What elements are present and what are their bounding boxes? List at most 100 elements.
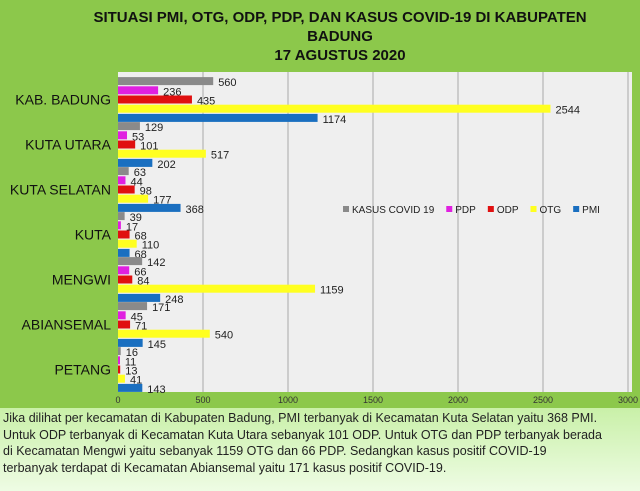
x-tick-label: 0 [115, 395, 120, 405]
data-label: 71 [135, 321, 147, 333]
x-tick-label: 2500 [533, 395, 553, 405]
bar-pmi [118, 158, 153, 167]
bar-kasus-covid-19 [118, 212, 125, 221]
data-label: 2544 [555, 105, 579, 117]
bar-otg [118, 239, 137, 248]
data-label: 236 [163, 86, 181, 98]
bar-otg [118, 149, 206, 158]
data-label: 1159 [320, 285, 344, 297]
data-label: 53 [132, 131, 144, 143]
data-label: 11 [125, 356, 136, 368]
x-tick-label: 500 [195, 395, 210, 405]
data-label: 177 [153, 195, 171, 207]
bar-otg [118, 284, 316, 293]
bar-odp [118, 365, 121, 374]
data-label: 16 [126, 347, 138, 359]
data-label: 68 [135, 231, 147, 243]
data-label: 540 [215, 330, 233, 342]
legend-swatch [487, 206, 494, 212]
bar-pmi [118, 293, 161, 302]
caption-line: Untuk ODP terbanyak di Kecamatan Kuta Ut… [3, 427, 602, 442]
bar-chart: 0 500 1000 1500 2000 2500 3000 KAB. BADUNG 560 23… [10, 72, 638, 405]
category-label: KUTA [75, 227, 112, 243]
chart-title: SITUASI PMI, OTG, ODP, PDP, DAN KASUS CO… [60, 8, 620, 65]
bar-odp [118, 230, 130, 239]
legend-swatch [446, 206, 453, 212]
category-label: KAB. BADUNG [15, 92, 111, 108]
bar-odp [118, 140, 136, 149]
category-label: MENGWI [52, 272, 111, 288]
bar-odp [118, 185, 135, 194]
bar-pdp [118, 311, 126, 320]
subtitle-text: 17 AGUSTUS 2020 [274, 47, 406, 64]
legend-swatch [530, 206, 537, 212]
data-label: 84 [137, 276, 149, 288]
category-label: ABIANSEMAL [22, 317, 112, 333]
data-label: 248 [165, 294, 183, 306]
bar-kasus-covid-19 [118, 167, 129, 176]
x-tick-label: 1500 [363, 395, 383, 405]
bar-pdp [118, 221, 121, 230]
data-label: 435 [197, 96, 215, 108]
data-label: 171 [152, 302, 170, 314]
bar-odp [118, 275, 133, 284]
bar-pmi [118, 113, 318, 122]
bar-otg [118, 194, 149, 203]
bar-odp [118, 320, 131, 329]
data-label: 98 [140, 186, 152, 198]
data-label: 129 [145, 122, 163, 134]
bar-pmi [118, 338, 143, 347]
bar-kasus-covid-19 [118, 77, 214, 86]
data-label: 66 [134, 266, 146, 278]
bar-pdp [118, 356, 120, 365]
bar-otg [118, 329, 210, 338]
legend-label: ODP [497, 205, 519, 216]
data-label: 110 [142, 240, 160, 252]
bar-otg [118, 104, 551, 113]
bar-kasus-covid-19 [118, 122, 140, 131]
x-tick-label: 1000 [278, 395, 298, 405]
legend-label: PDP [455, 205, 476, 216]
bar-odp [118, 95, 192, 104]
data-label: 101 [140, 141, 158, 153]
caption-line: di Kecamatan Mengwi yaitu sebanyak 1159 … [3, 444, 547, 458]
data-label: 145 [148, 339, 166, 351]
data-label: 17 [126, 221, 138, 233]
bar-otg [118, 374, 125, 383]
plot-area [118, 72, 632, 392]
data-label: 560 [218, 77, 236, 89]
x-tick-label: 3000 [618, 395, 638, 405]
category-label: KUTA SELATAN [10, 182, 111, 198]
data-label: 142 [147, 257, 165, 269]
data-label: 13 [125, 366, 137, 378]
x-tick-label: 2000 [448, 395, 468, 405]
category-label: PETANG [54, 362, 111, 378]
data-label: 63 [134, 167, 146, 179]
caption: Jika dilihat per kecamatan di Kabupaten … [0, 408, 640, 491]
data-label: 41 [130, 375, 142, 387]
bar-kasus-covid-19 [118, 302, 148, 311]
bar-pdp [118, 86, 159, 95]
legend-swatch [573, 206, 580, 212]
data-label: 1174 [323, 114, 347, 126]
data-label: 517 [211, 150, 229, 162]
legend-swatch [343, 206, 349, 212]
bar-pmi [118, 248, 130, 257]
category-label: KUTA UTARA [25, 137, 111, 153]
data-label: 44 [130, 176, 142, 188]
caption-line: terbanyak terdapat di Kecamatan Abiansem… [3, 460, 447, 475]
data-label: 143 [147, 384, 165, 396]
data-label: 368 [186, 204, 204, 216]
title-text: SITUASI PMI, OTG, ODP, PDP, DAN KASUS CO… [93, 9, 587, 45]
bar-kasus-covid-19 [118, 347, 121, 356]
bar-pmi [118, 203, 181, 212]
bar-pdp [118, 176, 126, 185]
caption-line: Jika dilihat per kecamatan di Kabupaten … [3, 411, 598, 425]
data-label: 45 [131, 311, 143, 323]
data-label: 202 [157, 159, 175, 171]
bar-kasus-covid-19 [118, 257, 143, 266]
legend-label: OTG [540, 205, 562, 216]
bar-pdp [118, 131, 128, 140]
legend-label: KASUS COVID 19 [352, 205, 435, 216]
legend-label: PMI [582, 205, 600, 216]
